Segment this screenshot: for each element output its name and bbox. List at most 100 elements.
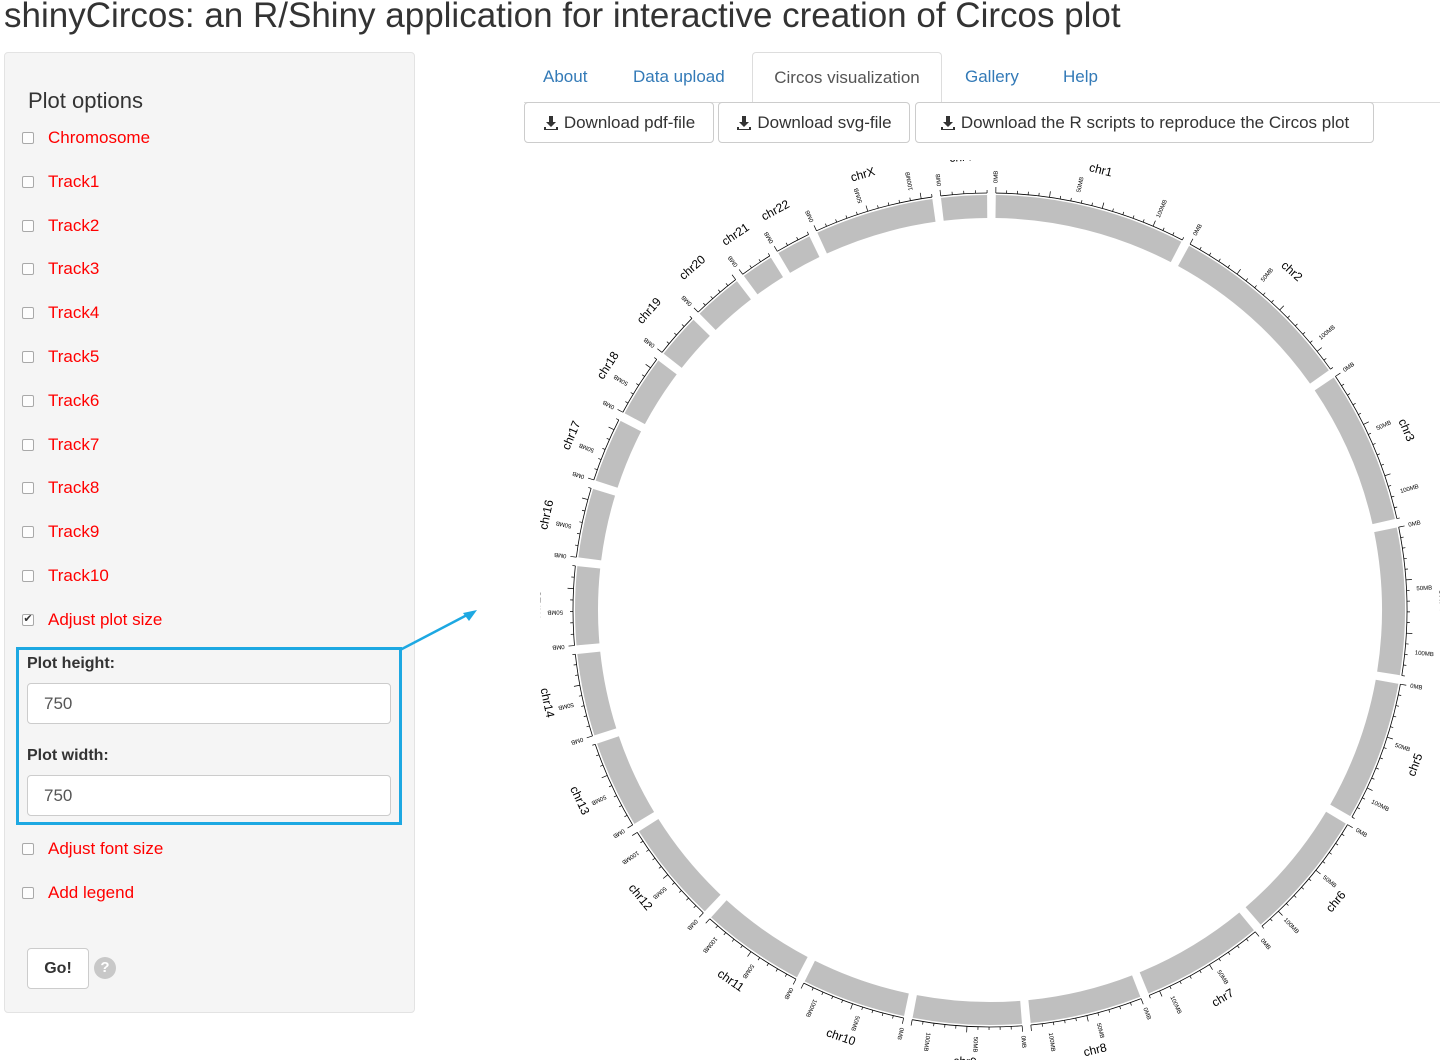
sector-chr22 [778,236,820,273]
callout-arrow [399,610,477,652]
option-track5[interactable]: Track5 [22,346,99,368]
tick-mark [601,775,608,779]
tick-mark [1218,958,1221,962]
option-track3[interactable]: Track3 [22,258,99,280]
tick-mark [1341,833,1345,836]
label-chr4: chr4 [1436,589,1440,613]
sector-chr15 [575,566,601,646]
option-adjust-font-size-checkbox[interactable] [22,843,34,855]
tick-mark [800,982,805,989]
download-svg-button[interactable]: Download svg-file [718,102,910,143]
tick-mark [1237,945,1240,949]
tick-label: 50MB [741,963,755,979]
tick-label: 0MB [1408,520,1421,528]
tick-mark [1189,238,1194,245]
tick-mark [1400,683,1407,686]
tick-mark [723,932,727,936]
tick-label: 0MB [612,827,626,839]
tab-gallery[interactable]: Gallery [965,67,1019,86]
plot-width-input[interactable] [27,775,391,816]
tick-mark [811,987,814,991]
option-track8[interactable]: Track8 [22,477,99,499]
option-adjust-font-size[interactable]: Adjust font size [22,838,163,860]
tick-axis-chr16 [575,488,592,558]
option-track4[interactable]: Track4 [22,302,99,324]
tick-mark [1097,1012,1100,1016]
tick-mark [681,324,685,327]
main-tabs: About Data upload Circos visualization G… [524,52,1440,103]
sector-chr6 [1245,811,1346,925]
tab-help[interactable]: Help [1063,67,1098,86]
sector-chr8 [1028,975,1141,1024]
tick-mark [731,938,735,942]
tick-mark [1172,232,1175,236]
tick-mark [861,1006,863,1011]
option-track6-checkbox[interactable] [22,394,34,407]
tick-axis-chr9 [912,1019,1023,1028]
tick-mark [738,269,743,275]
tick-mark [821,991,824,995]
sector-chr14 [577,651,617,736]
option-adjust-plot-size-checkbox[interactable]: ✔ [22,613,34,626]
sector-chr18 [624,360,677,425]
option-track1[interactable]: Track1 [22,171,99,193]
tick-label: 100MB [1156,199,1169,219]
option-add-legend[interactable]: Add legend [22,882,134,904]
tick-mark [568,645,575,647]
option-add-legend-checkbox[interactable] [22,887,34,899]
option-chromosome-checkbox[interactable] [22,132,34,144]
tick-mark [608,426,615,431]
app-title: shinyCircos: an R/Shiny application for … [4,0,1121,35]
option-track2-checkbox[interactable] [22,219,34,232]
tab-about[interactable]: About [543,67,588,86]
tick-mark [1246,938,1249,942]
tick-label: 50MB [1260,267,1275,283]
download-r-scripts-button[interactable]: Download the R scripts to reproduce the … [915,102,1374,143]
option-track7[interactable]: Track7 [22,434,99,456]
tick-label: 50MB [854,187,864,204]
tick-mark [640,840,644,844]
plot-height-input[interactable] [27,683,391,724]
option-adjust-plot-size[interactable]: ✔ Adjust plot size [22,609,162,631]
plot-size-highlight [16,647,402,825]
option-track2[interactable]: Track2 [22,215,99,237]
option-track4-checkbox[interactable] [22,307,34,320]
option-track10[interactable]: Track10 [22,565,109,587]
option-track5-checkbox[interactable] [22,351,34,363]
tab-data-upload[interactable]: Data upload [633,67,725,86]
option-track7-checkbox[interactable] [22,438,34,451]
option-chromosome[interactable]: Chromosome [22,127,150,149]
tick-label: 0MB [994,171,1000,183]
tick-mark [845,215,848,219]
tick-mark [1293,895,1297,898]
tick-mark [1064,1020,1066,1024]
go-button[interactable]: Go! [27,948,89,989]
tick-mark [796,237,799,240]
option-track8-checkbox[interactable] [22,482,34,495]
tick-mark [592,743,596,746]
tick-mark [1119,1006,1121,1010]
tick-mark [618,805,622,808]
tick-mark [1140,998,1144,1005]
option-track6[interactable]: Track6 [22,390,99,412]
tick-mark [1236,269,1241,275]
option-track8-label: Track8 [48,478,100,498]
help-icon[interactable]: ? [94,957,116,979]
tick-mark [641,374,645,377]
tab-circos-visualization[interactable]: Circos visualization [752,52,942,103]
option-track10-checkbox[interactable] [22,570,34,582]
download-pdf-button[interactable]: Download pdf-file [524,102,714,143]
tick-mark [1308,878,1312,882]
tick-mark [686,897,689,901]
option-track3-checkbox[interactable] [22,263,34,276]
tick-label: 0MB [602,399,616,410]
option-track1-checkbox[interactable] [22,175,34,188]
tick-label: 0MB [1141,1007,1151,1021]
tick-mark [1323,358,1327,361]
label-chr15: chr15 [540,590,543,620]
tick-label: 0MB [681,294,694,307]
option-track9-checkbox[interactable] [22,526,34,539]
tick-mark [785,242,788,246]
tick-mark [583,715,587,717]
option-track9[interactable]: Track9 [22,521,99,543]
